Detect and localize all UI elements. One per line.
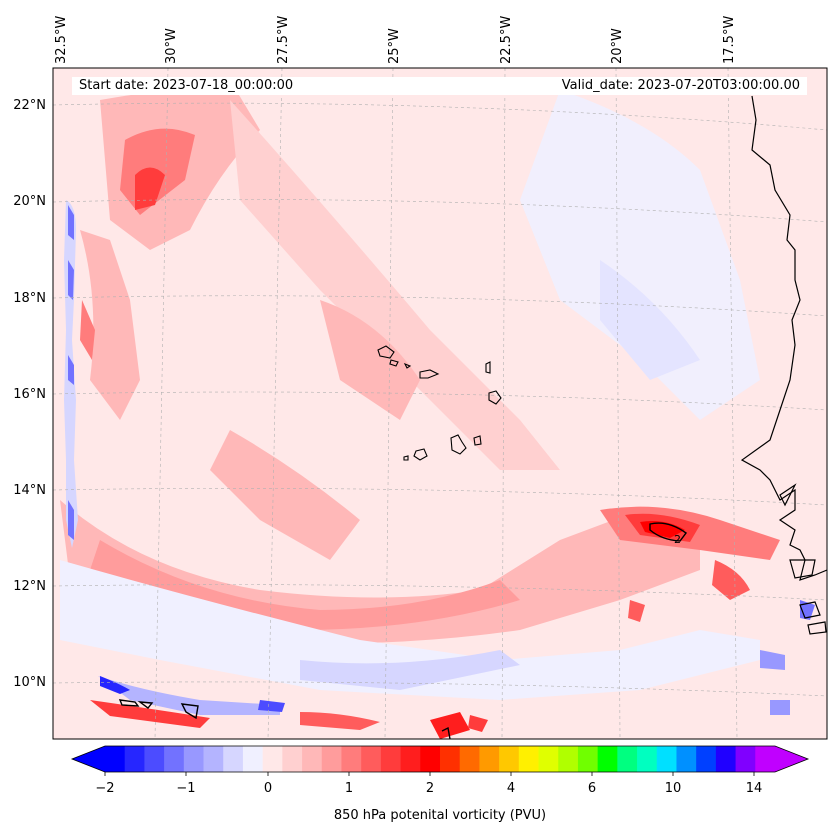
lat-label-16n: 16°N [13, 387, 46, 402]
colorbar-swatch [302, 746, 323, 772]
colorbar-swatch [400, 746, 421, 772]
lat-label-10n: 10°N [13, 675, 46, 690]
colorbar-swatch [144, 746, 165, 772]
colorbar-swatch [735, 746, 756, 772]
colorbar-swatch [341, 746, 362, 772]
colorbar-swatch [380, 746, 401, 772]
colorbar-swatch [203, 746, 224, 772]
colorbar-extend-min [72, 746, 105, 772]
valid-date-label: Valid_date: 2023-07-20T03:00:00.00 [561, 78, 800, 93]
colorbar-swatch [223, 746, 244, 772]
colorbar-swatch [479, 746, 500, 772]
colorbar-swatch [577, 746, 599, 772]
pv-2-contour [118, 522, 687, 740]
lon-label-27-5w: 27.5°W [276, 15, 291, 64]
cape-verde-islands [377, 345, 502, 461]
colorbar-swatch [459, 746, 480, 772]
colorbar-extend-max [775, 746, 808, 772]
lon-label-20w: 20°W [610, 28, 625, 64]
start-date-label: Start date: 2023-07-18_00:00:00 [79, 78, 294, 93]
colorbar-swatch [617, 746, 638, 772]
colorbar-swatch [105, 746, 126, 772]
colorbar-swatch [696, 746, 717, 772]
coastline [740, 95, 827, 635]
lon-label-22-5w: 22.5°W [499, 15, 514, 64]
colorbar-swatch [361, 746, 382, 772]
lon-label-25w: 25°W [387, 28, 402, 64]
colorbar-tick-label: 6 [587, 781, 597, 796]
lat-label-14n: 14°N [13, 483, 46, 498]
colorbar-tick-label: −1 [176, 781, 196, 796]
colorbar-tick-label: 2 [425, 781, 435, 796]
colorbar-swatch [242, 746, 264, 772]
colorbar-tick-label: 10 [664, 781, 682, 796]
colorbar-title: 850 hPa potenital vorticity (PVU) [333, 808, 547, 823]
colorbar-swatch [262, 746, 283, 772]
colorbar-tick-label: −2 [95, 781, 115, 796]
colorbar-tick-label: 1 [344, 781, 354, 796]
colorbar-tick-label: 14 [745, 781, 763, 796]
colorbar-swatch [518, 746, 539, 772]
colorbar-swatch [499, 746, 520, 772]
colorbar-tick-label: 0 [263, 781, 273, 796]
colorbar-swatch [656, 746, 677, 772]
colorbar-swatch [558, 746, 579, 772]
colorbar-swatch [597, 746, 618, 772]
lat-label-22n: 22°N [13, 98, 46, 113]
lat-label-12n: 12°N [13, 579, 46, 594]
colorbar-swatch [183, 746, 204, 772]
colorbar-swatch [715, 746, 736, 772]
pv-field [53, 68, 827, 739]
lon-label-17-5w: 17.5°W [722, 15, 737, 64]
contour-value-label: 2 [674, 533, 681, 546]
lon-label-32-5w: 32.5°W [54, 15, 69, 64]
colorbar-swatch [755, 746, 776, 772]
colorbar-swatch [676, 746, 697, 772]
lat-label-18n: 18°N [13, 291, 46, 306]
lon-label-30w: 30°W [164, 28, 179, 64]
map-gridlines [53, 68, 827, 739]
colorbar-swatch [282, 746, 303, 772]
colorbar-swatch [164, 746, 185, 772]
colorbar-tick-label: 4 [506, 781, 516, 796]
colorbar [70, 745, 810, 776]
colorbar-swatch [124, 746, 145, 772]
map-frame [52, 67, 828, 740]
colorbar-swatch [637, 746, 658, 772]
colorbar-swatch [440, 746, 461, 772]
colorbar-swatch [538, 746, 559, 772]
colorbar-swatch [420, 746, 441, 772]
info-box [72, 77, 807, 95]
colorbar-swatch [321, 746, 342, 772]
lat-label-20n: 20°N [13, 194, 46, 209]
